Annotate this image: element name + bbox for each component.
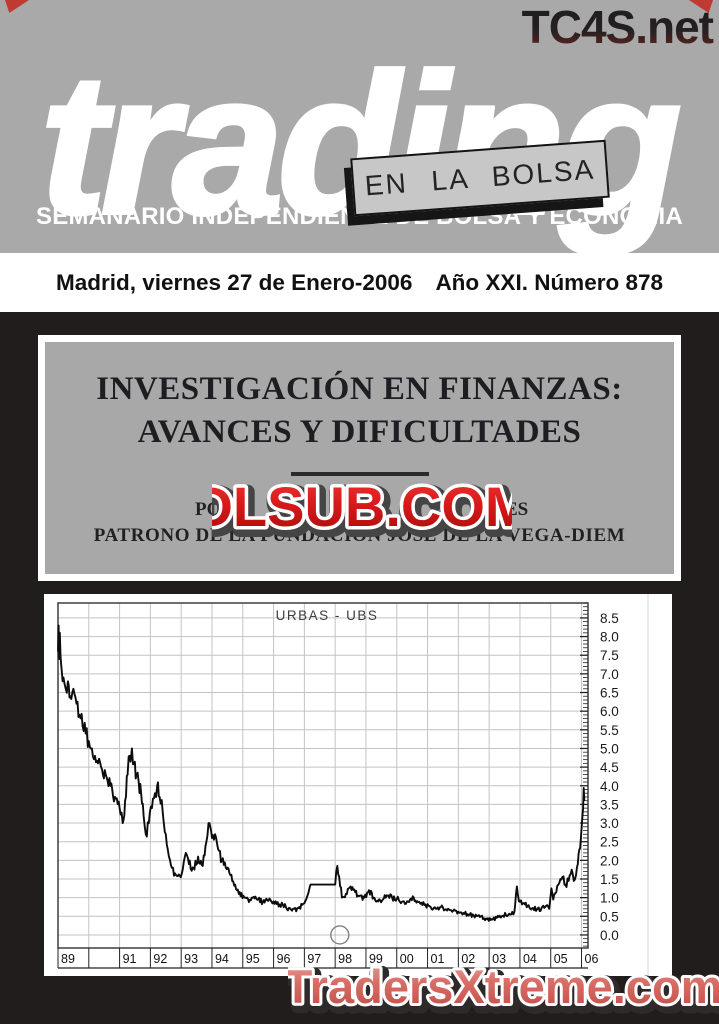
tradersxtreme-watermark-shadow: TradersXtreme.com: [288, 964, 719, 1017]
svg-text:96: 96: [277, 952, 291, 966]
tagline-label: EN LA BOLSA: [363, 153, 597, 202]
svg-text:05: 05: [554, 952, 568, 966]
dlsub-watermark: DLSUB.COM DLSUB.COM: [212, 474, 512, 544]
stock-chart-box: 0.0 0.5 1.0 1.5 2.0 2.5 3.0 3.5 4.0 4.5 5.0 5.5 6.0 6…: [44, 594, 672, 976]
svg-text:4.5: 4.5: [600, 760, 619, 775]
dlsub-watermark-shadow: DLSUB.COM: [212, 479, 512, 542]
masthead: TC4S.net trading EN LA BOLSA SEMANARIO I…: [0, 0, 719, 253]
article-title-inner: INVESTIGACIÓN EN FINANZAS: AVANCES Y DIF…: [45, 342, 674, 574]
svg-text:01: 01: [431, 952, 445, 966]
title-divider: [290, 472, 429, 476]
tc4s-watermark: TC4S.net: [522, 2, 715, 53]
svg-text:03: 03: [492, 952, 506, 966]
svg-text:06: 06: [585, 952, 599, 966]
tc4s-watermark-text: TC4S.net: [522, 2, 714, 53]
red-corner-accent-left: [5, 0, 29, 13]
svg-text:04: 04: [523, 952, 537, 966]
date-bar: Madrid, viernes 27 de Enero-2006 Año XXI…: [0, 253, 719, 312]
byline-fragment-right: ES: [505, 499, 529, 520]
byline-fragment-left: PO: [195, 499, 222, 520]
svg-text:2.0: 2.0: [600, 853, 619, 868]
article-title-line1: INVESTIGACIÓN EN FINANZAS:: [96, 371, 623, 407]
svg-text:7.0: 7.0: [600, 667, 619, 682]
svg-text:95: 95: [246, 952, 260, 966]
svg-text:99: 99: [369, 952, 383, 966]
svg-text:92: 92: [153, 952, 167, 966]
article-title-line2: AVANCES Y DIFICULTADES: [137, 414, 582, 450]
svg-text:98: 98: [338, 952, 352, 966]
stock-chart: 0.0 0.5 1.0 1.5 2.0 2.5 3.0 3.5 4.0 4.5 5.0 5.5 6.0 6…: [57, 594, 649, 976]
svg-text:3.0: 3.0: [600, 816, 619, 831]
svg-text:4.0: 4.0: [600, 779, 619, 794]
tradersxtreme-watermark: TradersXtreme.com TradersXtreme.com: [288, 957, 719, 1024]
svg-text:2.5: 2.5: [600, 835, 619, 850]
svg-text:94: 94: [215, 952, 229, 966]
svg-text:02: 02: [461, 952, 475, 966]
svg-text:6.5: 6.5: [600, 686, 619, 701]
svg-text:0.0: 0.0: [600, 928, 619, 943]
svg-text:6.0: 6.0: [600, 704, 619, 719]
svg-text:0.5: 0.5: [600, 909, 619, 924]
svg-text:1.0: 1.0: [600, 891, 619, 906]
svg-text:93: 93: [184, 952, 198, 966]
tradersxtreme-watermark-text: TradersXtreme.com: [288, 960, 719, 1013]
patrono-line: PATRONO DE LA FUNDACIÓN JOSE DE LA VEGA-…: [93, 525, 626, 546]
svg-text:97: 97: [307, 952, 321, 966]
svg-text:8.0: 8.0: [600, 630, 619, 645]
svg-text:5.5: 5.5: [600, 723, 619, 738]
svg-text:00: 00: [400, 952, 414, 966]
issue-text: Año XXI. Número 878: [435, 269, 663, 295]
svg-text:5.0: 5.0: [600, 741, 619, 756]
date-text: Madrid, viernes 27 de Enero-2006: [56, 269, 413, 295]
svg-text:8.5: 8.5: [600, 611, 619, 626]
svg-text:89: 89: [61, 952, 75, 966]
svg-text:URBAS - UBS: URBAS - UBS: [276, 608, 379, 623]
article-title-box: INVESTIGACIÓN EN FINANZAS: AVANCES Y DIF…: [38, 335, 681, 581]
svg-text:7.5: 7.5: [600, 648, 619, 663]
dlsub-watermark-text: DLSUB.COM: [212, 475, 512, 538]
svg-text:91: 91: [123, 952, 137, 966]
svg-text:1.5: 1.5: [600, 872, 619, 887]
svg-text:3.5: 3.5: [600, 797, 619, 812]
